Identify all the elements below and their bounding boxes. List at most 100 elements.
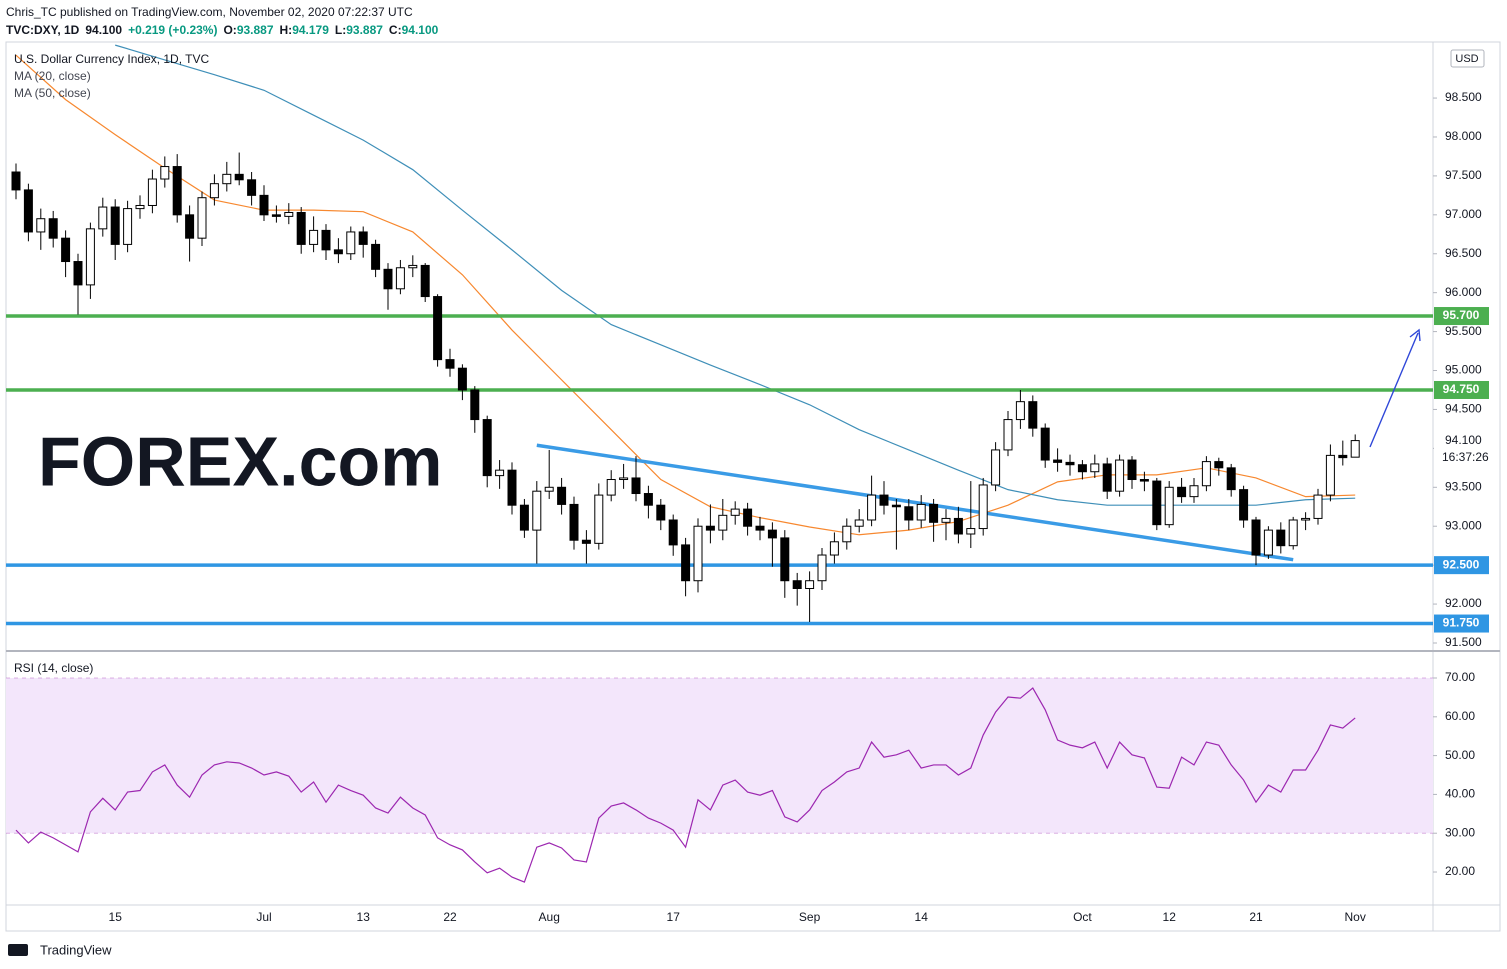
candle-body (160, 166, 170, 180)
candle-body (1053, 459, 1063, 463)
rsi-tick-label: 60.00 (1445, 709, 1475, 723)
candle-body (135, 204, 145, 210)
candle-body (792, 580, 802, 589)
ohlc-value: 93.887 (346, 23, 383, 37)
candle-body (507, 469, 517, 506)
candle-body (978, 484, 988, 530)
trendline (536, 443, 1294, 562)
candle-body (1301, 517, 1311, 521)
candle-body (1177, 486, 1187, 498)
legend-entry: MA (50, close) (14, 86, 91, 100)
candle-body (284, 211, 294, 217)
y-tick-label: 94.500 (1445, 402, 1482, 416)
level-label: 91.750 (1443, 616, 1480, 630)
change: +0.219 (+0.23%) (128, 23, 218, 37)
frame (5, 41, 1501, 932)
candle-body (1077, 464, 1087, 473)
last-price-box (1434, 431, 1494, 466)
candle-body (681, 544, 691, 582)
candle-body (23, 189, 33, 233)
rsi-pane (6, 677, 1433, 883)
candle-body (1288, 519, 1298, 547)
candle-body (1201, 461, 1211, 487)
candle-body (693, 525, 703, 582)
ohlc-value: 93.887 (236, 23, 274, 37)
x-tick-label: Nov (1345, 910, 1366, 924)
candle-body (1251, 519, 1261, 556)
candle-body (1102, 463, 1112, 492)
candle-body (147, 178, 157, 206)
y-tick-label: 92.000 (1445, 596, 1482, 610)
candle-body (619, 477, 629, 481)
candle-body (1313, 494, 1323, 519)
candle-body (929, 503, 939, 523)
candle-body (854, 519, 864, 527)
countdown: 16:37:26 (1442, 450, 1489, 464)
y-tick-label: 97.500 (1445, 168, 1482, 182)
y-tick-label: 93.000 (1445, 518, 1482, 532)
level-label: 92.500 (1443, 557, 1480, 571)
candle-body (817, 554, 827, 582)
candle-body (1015, 401, 1025, 421)
candle-body (482, 419, 492, 477)
candle-body (953, 517, 963, 535)
candle-body (11, 171, 21, 191)
y-tick-label: 97.000 (1445, 207, 1482, 221)
candle-body (569, 503, 579, 541)
price-pane: FOREX.com (6, 44, 1433, 626)
candle-body (991, 449, 1001, 486)
rsi-tick-label: 30.00 (1445, 825, 1475, 839)
x-tick-label: 15 (109, 910, 123, 924)
candle-body (309, 229, 319, 245)
candle-body (606, 479, 616, 496)
candle-body (358, 231, 368, 245)
candle-body (1189, 485, 1199, 498)
candle-body (172, 166, 182, 216)
candle-body (333, 249, 343, 255)
candle-body (1090, 463, 1100, 473)
x-tick-label: Oct (1073, 910, 1092, 924)
candle-body (271, 214, 281, 217)
candle-body (557, 486, 567, 505)
candle-body (371, 243, 381, 270)
candle-body (581, 539, 591, 544)
candle-body (1139, 479, 1149, 482)
candle-body (420, 264, 430, 298)
header: Chris_TC published on TradingView.com, N… (6, 3, 438, 39)
currency: USD (1455, 53, 1478, 65)
candle-body (185, 214, 195, 239)
candle-body (842, 525, 852, 543)
x-tick-label: Aug (539, 910, 560, 924)
candle-body (110, 206, 120, 245)
candle-body (85, 228, 95, 286)
currency-box (1450, 49, 1485, 68)
rsi-tick-label: 70.00 (1445, 670, 1475, 684)
candle-body (519, 504, 529, 531)
candle-body (321, 229, 331, 251)
candle-body (1338, 454, 1348, 459)
candle-body (197, 197, 207, 239)
candle-body (916, 503, 926, 521)
candle-body (209, 183, 219, 199)
level-label-box (1434, 380, 1489, 399)
candle-body (433, 296, 443, 361)
candle-body (631, 477, 641, 495)
y-tick-label: 95.000 (1445, 363, 1482, 377)
candle-body (891, 504, 901, 508)
ohlc-key: C: (388, 23, 402, 37)
candle-body (1239, 489, 1249, 521)
level-label-box (1434, 614, 1489, 633)
candle-body (1214, 461, 1224, 469)
candle-body (1276, 529, 1286, 547)
rsi-band (6, 677, 1433, 834)
y-tick-label: 93.500 (1445, 479, 1482, 493)
candle-body (445, 359, 455, 369)
level-label-box (1434, 307, 1489, 326)
candle-body (941, 517, 951, 523)
ohlc-key: H: (279, 23, 293, 37)
price: 94.100 (85, 23, 123, 37)
annotation-arrow (1369, 332, 1419, 448)
candle-body (346, 231, 356, 255)
